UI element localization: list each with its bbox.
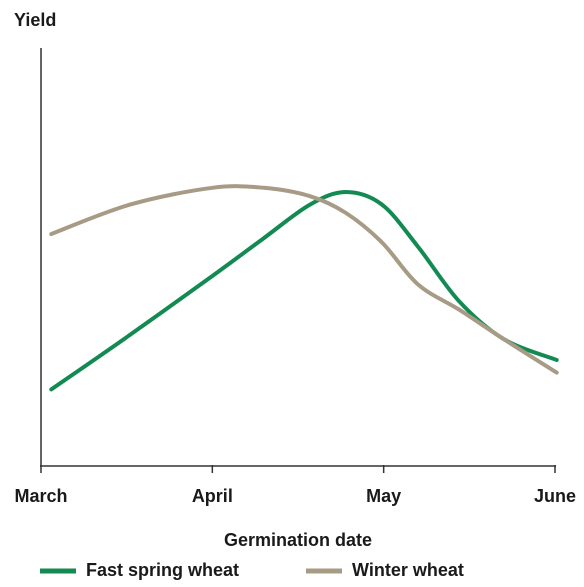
line (49, 184, 559, 375)
y-axis-label: Yield (14, 10, 56, 30)
x-tick-label: March (14, 486, 67, 506)
x-tick-label: June (534, 486, 576, 506)
legend-label: Winter wheat (352, 560, 464, 580)
x-axis-label: Germination date (224, 530, 372, 550)
legend-label: Fast spring wheat (86, 560, 239, 580)
x-tick-label: April (192, 486, 233, 506)
x-tick-label: May (366, 486, 401, 506)
line (49, 189, 559, 392)
